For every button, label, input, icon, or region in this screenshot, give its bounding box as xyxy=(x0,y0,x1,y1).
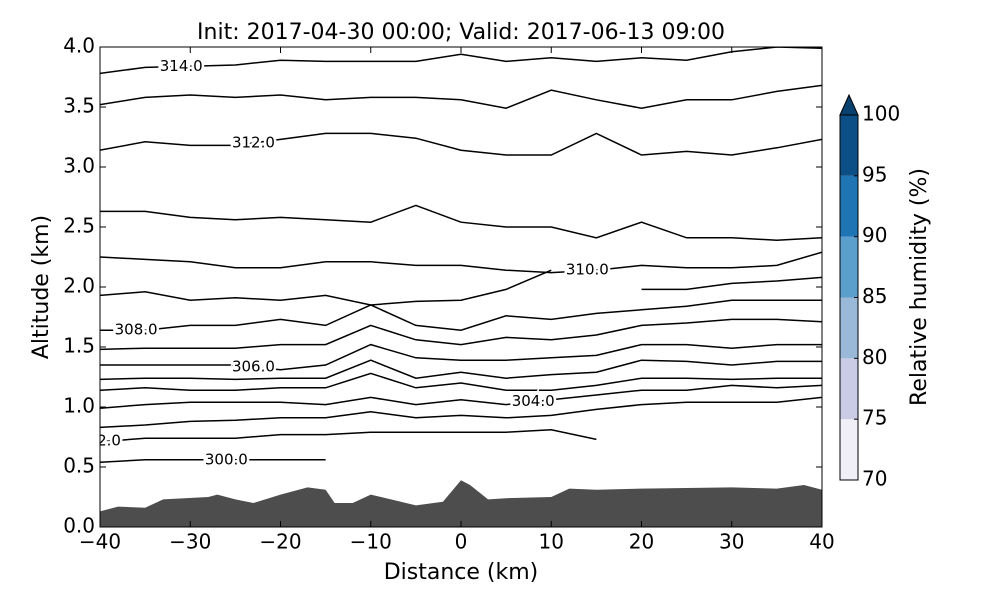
contour-label: 300.0 xyxy=(205,450,248,468)
y-tick-label: 0.5 xyxy=(63,454,95,478)
x-tick-label: 20 xyxy=(629,530,654,554)
contour-line xyxy=(100,269,822,306)
x-tick-label: −30 xyxy=(169,530,211,554)
plot-area: 314.0 312.0 310.0 308.0 306.0 304.0 2.0 300.0 xyxy=(97,47,822,527)
contour-line xyxy=(100,132,822,156)
contour-label: 306.0 xyxy=(232,357,275,375)
y-tick-label: 1.0 xyxy=(63,394,95,418)
colorbar-tick-label: 85 xyxy=(862,284,887,308)
contour-label: 308.0 xyxy=(115,321,158,339)
colorbar-band xyxy=(840,297,858,359)
colorbar-band xyxy=(840,175,858,237)
colorbar-tick-label: 100 xyxy=(862,102,900,126)
colorbar-tick-label: 80 xyxy=(862,345,887,369)
x-tick-label: −40 xyxy=(79,530,121,554)
colorbar-band xyxy=(840,419,858,480)
colorbar-tick-label: 70 xyxy=(862,467,887,491)
colorbar-band xyxy=(840,236,858,298)
contour-line xyxy=(100,318,822,351)
y-tick-label: 4.0 xyxy=(63,34,95,58)
contour-line xyxy=(100,396,822,429)
contour-line xyxy=(100,299,822,331)
x-tick-label: 40 xyxy=(809,530,834,554)
contour-line xyxy=(100,372,822,391)
colorbar-label: Relative humidity (%) xyxy=(907,168,932,406)
y-tick-label: 2.5 xyxy=(63,214,95,238)
y-axis-label: Altitude (km) xyxy=(29,215,54,359)
x-tick-label: 30 xyxy=(719,530,744,554)
colorbar-tick-label: 75 xyxy=(862,406,887,430)
x-tick-label: −20 xyxy=(259,530,301,554)
chart-title: Init: 2017-04-30 00:00; Valid: 2017-06-1… xyxy=(197,20,725,45)
contour-label: 314.0 xyxy=(160,57,203,75)
x-tick-label: 0 xyxy=(455,530,468,554)
colorbar-band xyxy=(840,358,858,420)
contour-line xyxy=(100,204,822,241)
contour-line xyxy=(100,359,822,381)
contour-line xyxy=(100,429,597,443)
contour-line xyxy=(100,459,326,463)
x-tick-label: −10 xyxy=(350,530,392,554)
colorbar-band xyxy=(840,115,858,176)
y-tick-label: 2.0 xyxy=(63,274,95,298)
contour-line xyxy=(100,84,822,109)
contour-label: 304.0 xyxy=(512,392,555,410)
contour-label: 312.0 xyxy=(232,134,275,152)
contour-line xyxy=(100,384,822,409)
x-tick-label: 10 xyxy=(539,530,564,554)
colorbar-extend xyxy=(839,93,859,116)
y-tick-label: 0.0 xyxy=(63,514,95,538)
contour-label: 310.0 xyxy=(566,261,609,279)
terrain xyxy=(100,480,822,527)
contour-label: 2.0 xyxy=(97,432,121,450)
y-tick-label: 3.5 xyxy=(63,94,95,118)
contour-line xyxy=(100,251,822,274)
y-tick-label: 3.0 xyxy=(63,154,95,178)
contour-line xyxy=(100,47,822,75)
colorbar-tick-label: 90 xyxy=(862,223,887,247)
y-tick-label: 1.5 xyxy=(63,334,95,358)
x-axis-label: Distance (km) xyxy=(384,560,539,585)
contour-line xyxy=(100,343,822,371)
colorbar-tick-label: 95 xyxy=(862,162,887,186)
